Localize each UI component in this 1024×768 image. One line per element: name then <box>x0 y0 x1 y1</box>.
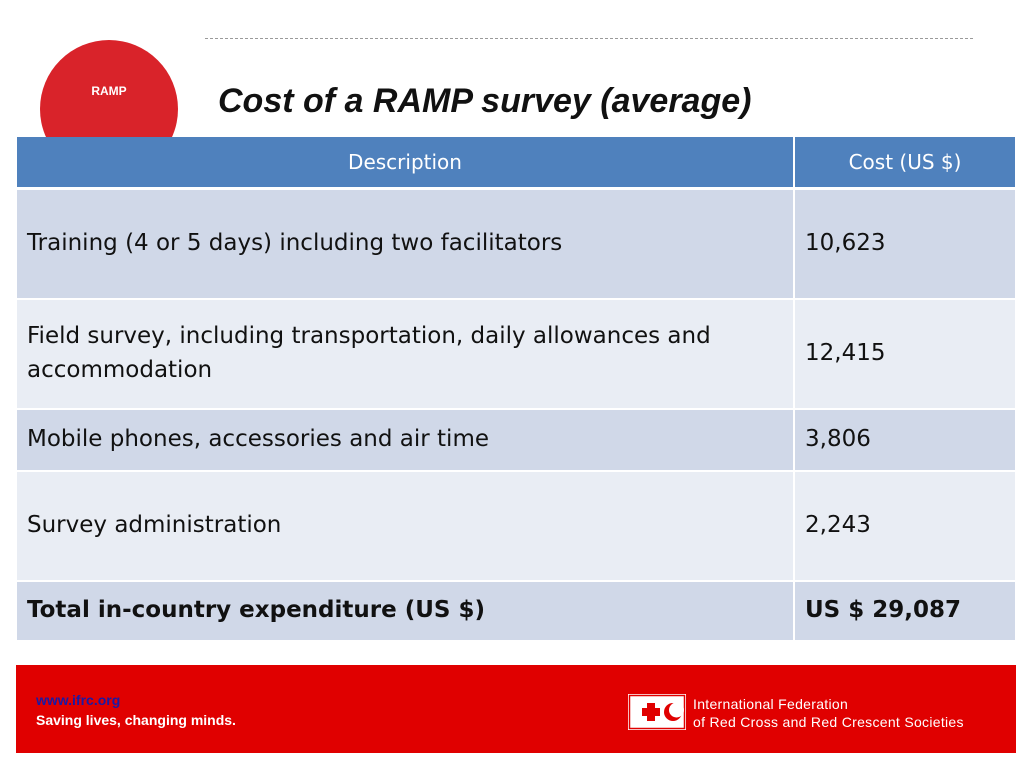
table-header-row: Description Cost (US $) <box>17 137 1015 190</box>
total-cost: US $ 29,087 <box>794 580 1015 642</box>
row-cost: 3,806 <box>794 408 1015 472</box>
header-cost: Cost (US $) <box>794 137 1015 190</box>
table-row: Mobile phones, accessories and air time … <box>17 408 1015 472</box>
org-name-line1: International Federation <box>693 696 849 712</box>
total-row: Total in-country expenditure (US $) US $… <box>17 580 1015 642</box>
badge-label: RAMP <box>91 84 127 98</box>
footer-bar: www.ifrc.org Saving lives, changing mind… <box>16 665 1016 753</box>
table-row: Survey administration 2,243 <box>17 470 1015 582</box>
org-name-line2: of Red Cross and Red Crescent Societies <box>693 714 964 730</box>
header-description: Description <box>17 137 795 190</box>
row-description: Training (4 or 5 days) including two fac… <box>17 188 795 300</box>
slide-title: Cost of a RAMP survey (average) <box>218 82 752 120</box>
row-description: Survey administration <box>17 470 795 582</box>
row-description: Field survey, including transportation, … <box>17 298 795 410</box>
footer-slogan: Saving lives, changing minds. <box>36 712 236 728</box>
row-cost: 2,243 <box>794 470 1015 582</box>
row-description: Mobile phones, accessories and air time <box>17 408 795 472</box>
row-cost: 12,415 <box>794 298 1015 410</box>
total-description: Total in-country expenditure (US $) <box>17 580 795 642</box>
red-cross-crescent-logo-icon <box>628 694 686 730</box>
row-cost: 10,623 <box>794 188 1015 300</box>
footer-url-link[interactable]: www.ifrc.org <box>36 692 121 708</box>
org-name: International Federation of Red Cross an… <box>693 695 964 731</box>
cost-table: Description Cost (US $) Training (4 or 5… <box>17 137 1015 642</box>
table-row: Training (4 or 5 days) including two fac… <box>17 188 1015 300</box>
table-row: Field survey, including transportation, … <box>17 298 1015 410</box>
footer-links: www.ifrc.org Saving lives, changing mind… <box>36 690 236 730</box>
header-divider <box>205 38 973 39</box>
